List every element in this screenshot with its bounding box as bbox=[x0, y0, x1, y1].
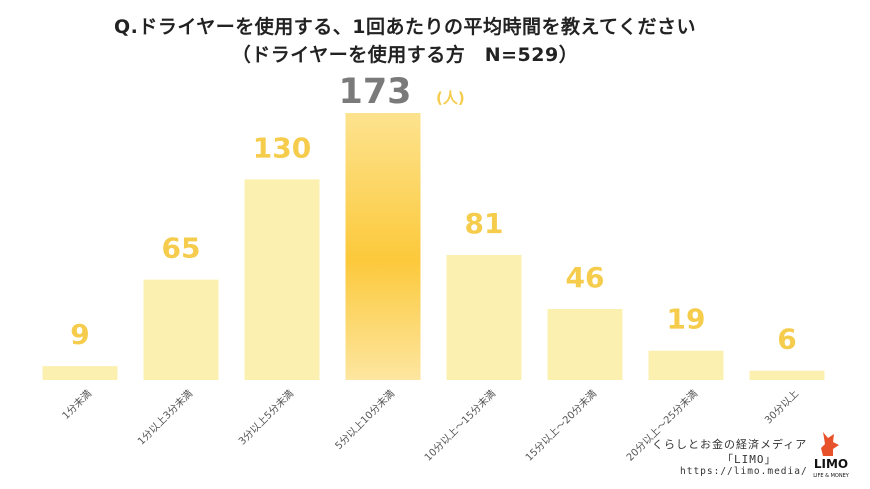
x-tick-3: 5分以上10分未満 bbox=[333, 388, 397, 452]
credit-url[interactable]: https://limo.media/ bbox=[680, 466, 808, 477]
logo-subtext: LIFE & MONEY bbox=[813, 473, 850, 479]
x-tick-6: 20分以上～25分未満 bbox=[624, 388, 700, 464]
value-label-7: 6 bbox=[777, 323, 796, 356]
bar-5 bbox=[547, 309, 623, 380]
x-tick-1: 1分以上3分未満 bbox=[135, 388, 195, 448]
value-label-6: 19 bbox=[667, 303, 706, 336]
limo-logo: LIMO LIFE & MONEY bbox=[813, 432, 850, 479]
value-label-1: 65 bbox=[162, 232, 201, 265]
value-label-4: 81 bbox=[465, 207, 504, 240]
x-tick-4: 10分以上～15分未満 bbox=[422, 388, 498, 464]
credit-tagline: くらしとお金の経済メディア bbox=[652, 438, 808, 451]
bar-1 bbox=[143, 279, 219, 380]
bar-3 bbox=[345, 113, 421, 380]
value-label-3: 173 bbox=[338, 72, 411, 112]
bar-6 bbox=[648, 350, 724, 380]
bar-0 bbox=[42, 366, 118, 380]
fox-icon bbox=[821, 432, 839, 456]
bar-4 bbox=[446, 254, 522, 380]
chart-title-line1: Q.ドライヤーを使用する、1回あたりの平均時間を教えてください bbox=[113, 16, 696, 38]
value-label-2: 130 bbox=[253, 131, 311, 164]
x-tick-2: 3分以上5分未満 bbox=[236, 388, 296, 448]
value-label-5: 46 bbox=[566, 261, 605, 294]
x-tick-5: 15分以上～20分未満 bbox=[523, 388, 599, 464]
logo-text: LIMO bbox=[814, 457, 848, 471]
value-label-0: 9 bbox=[70, 318, 89, 351]
unit-label: (人) bbox=[436, 89, 465, 107]
bar-2 bbox=[244, 179, 320, 380]
credit-brand: 「LIMO」 bbox=[722, 453, 777, 466]
x-tick-7: 30分以上 bbox=[762, 388, 801, 427]
chart-title-line2: （ドライヤーを使用する方 N=529） bbox=[231, 44, 579, 66]
x-tick-0: 1分未満 bbox=[60, 388, 94, 422]
bar-7 bbox=[749, 370, 825, 380]
